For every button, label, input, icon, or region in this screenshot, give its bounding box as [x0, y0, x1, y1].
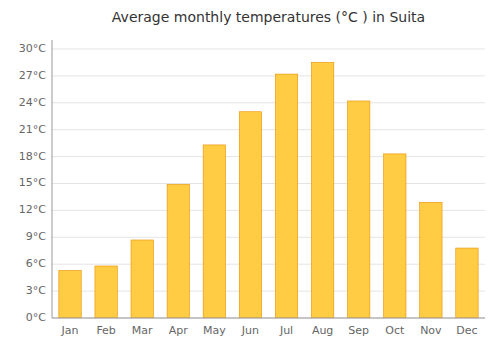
y-axis-line [52, 40, 53, 318]
grid-line [52, 75, 485, 76]
title: Average monthly temperatures (°C ) in Su… [112, 9, 425, 25]
x-tick-label: Jul [279, 324, 293, 337]
bar [239, 112, 261, 318]
bar [95, 266, 117, 318]
y-tick-label: 6°C [26, 257, 46, 270]
x-axis-line [52, 318, 485, 319]
x-tick-label: Aug [312, 324, 333, 337]
bar [275, 74, 297, 318]
chart: Average monthly temperatures (°C ) in Su… [0, 0, 500, 350]
y-tick-label: 30°C [19, 42, 46, 55]
bar [456, 248, 478, 318]
bar [348, 101, 370, 318]
y-tick-label: 0°C [26, 311, 46, 324]
bars [59, 62, 478, 318]
bar [167, 184, 189, 318]
x-tick-label: Sep [348, 324, 369, 337]
y-axis: 0°C 3°C 6°C 9°C 12°C 15°C 18°C 21°C 24°C 27°C 30°C [19, 40, 485, 324]
x-tick-label: Feb [96, 324, 115, 337]
y-tick-label: 21°C [19, 123, 46, 136]
y-tick-label: 3°C [26, 284, 46, 297]
bar [420, 202, 442, 318]
x-tick-label: Dec [456, 324, 477, 337]
grid-line [52, 102, 485, 103]
grid-line [52, 129, 485, 130]
grid-line [52, 183, 485, 184]
bar [131, 240, 153, 318]
bar [384, 154, 406, 318]
x-tick-label: Oct [385, 324, 405, 337]
y-tick-label: 12°C [19, 203, 46, 216]
x-tick-label: Apr [169, 324, 189, 337]
bar [203, 145, 225, 318]
grid-line [52, 48, 485, 49]
x-tick-label: Mar [132, 324, 153, 337]
grid-line [52, 156, 485, 157]
y-tick-label: 27°C [19, 69, 46, 82]
grid-line [52, 318, 485, 319]
x-tick-label: Jan [61, 324, 79, 337]
bar [311, 62, 333, 318]
x-axis: Jan Feb Mar Apr May Jun Jul Aug Sep Oct Nov Dec [52, 318, 485, 337]
x-tick-label: Nov [420, 324, 442, 337]
y-tick-label: 15°C [19, 176, 46, 189]
y-tick-label: 18°C [19, 150, 46, 163]
bar [59, 270, 81, 318]
x-tick-label: May [203, 324, 226, 337]
y-tick-label: 9°C [26, 230, 46, 243]
y-tick-label: 24°C [19, 96, 46, 109]
x-tick-label: Jun [241, 324, 259, 337]
